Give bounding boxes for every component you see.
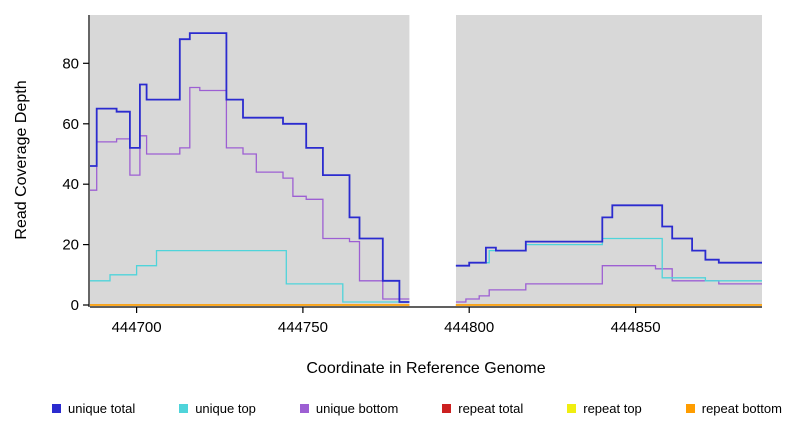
legend-label: unique total (68, 401, 136, 416)
legend-swatch (685, 404, 695, 413)
legend-label: unique bottom (315, 401, 399, 416)
chart-legend: unique total unique top unique bottom repea… (52, 401, 782, 416)
legend-item-unique-top: unique top (179, 401, 256, 416)
y-tick-label: 0 (71, 297, 79, 314)
legend-label: repeat top (583, 401, 642, 416)
legend-swatch (179, 404, 189, 413)
y-axis-title: Read Coverage Depth (13, 80, 30, 240)
y-tick-label: 80 (62, 55, 79, 72)
legend-item-repeat-top: repeat top (567, 401, 642, 416)
legend-swatch (442, 404, 452, 413)
legend-item-repeat-bottom: repeat bottom (685, 401, 782, 416)
x-tick-label: 444800 (444, 319, 494, 336)
y-tick-label: 40 (62, 176, 79, 193)
legend-label: repeat total (458, 401, 524, 416)
legend-label: repeat bottom (701, 401, 782, 416)
legend-label: unique top (195, 401, 256, 416)
no-data-gap (409, 15, 456, 305)
legend-item-repeat-total: repeat total (442, 401, 523, 416)
y-tick-label: 60 (62, 116, 79, 133)
x-tick-label: 444850 (611, 319, 661, 336)
x-tick-label: 444700 (112, 319, 162, 336)
legend-swatch (567, 404, 577, 413)
x-axis-title: Coordinate in Reference Genome (306, 360, 546, 377)
legend-swatch (52, 404, 61, 413)
legend-swatch (299, 404, 309, 413)
legend-item-unique-total: unique total (52, 401, 135, 416)
legend-item-unique-bottom: unique bottom (299, 401, 399, 416)
y-tick-label: 20 (62, 237, 79, 254)
series-unique-total (90, 32, 762, 303)
x-tick-label: 444750 (278, 319, 328, 336)
series-unique-bottom (90, 86, 762, 303)
